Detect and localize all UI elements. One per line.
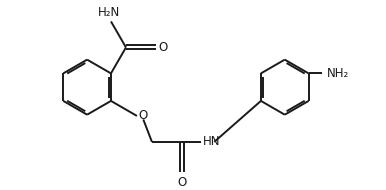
Text: O: O — [177, 176, 186, 189]
Text: HN: HN — [203, 135, 220, 148]
Text: O: O — [159, 41, 168, 54]
Text: O: O — [139, 109, 148, 122]
Text: NH₂: NH₂ — [327, 67, 349, 80]
Text: H₂N: H₂N — [98, 6, 120, 19]
